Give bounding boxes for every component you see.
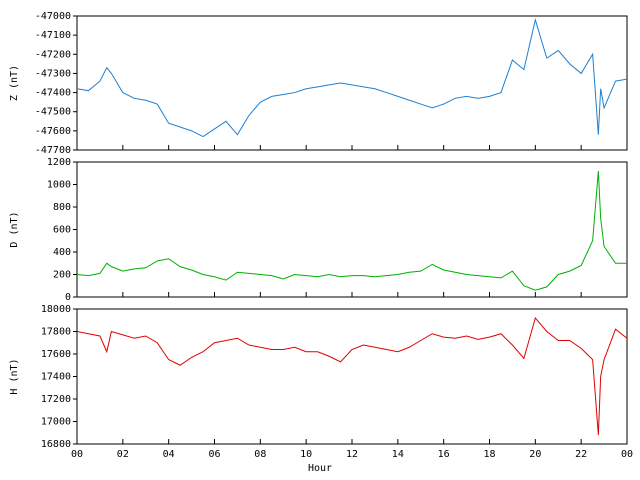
x-tick-label: 00 — [621, 449, 633, 460]
y-tick-label: 17800 — [41, 327, 71, 338]
x-tick-label: 20 — [529, 449, 541, 460]
x-tick-label: 16 — [438, 449, 450, 460]
x-tick-label: 18 — [483, 449, 495, 460]
y-tick-label: -47500 — [35, 107, 71, 118]
data-line — [76, 170, 627, 291]
x-tick-label: 00 — [71, 449, 83, 460]
y-tick-label: 600 — [53, 225, 71, 236]
y-tick-label: 200 — [53, 270, 71, 281]
x-tick-label: 12 — [346, 449, 358, 460]
y-tick-label: 16800 — [41, 439, 71, 450]
x-tick-label: 06 — [208, 449, 220, 460]
y-tick-label: 400 — [53, 247, 71, 258]
x-tick-label: 02 — [117, 449, 129, 460]
y-axis-label: D (nT) — [9, 211, 20, 247]
y-tick-label: 17400 — [41, 372, 71, 383]
x-tick-label: 22 — [575, 449, 587, 460]
y-tick-label: -47200 — [35, 49, 71, 60]
x-tick-label: 14 — [392, 449, 404, 460]
y-tick-label: -47700 — [35, 145, 71, 156]
y-tick-label: 0 — [65, 292, 71, 303]
data-line — [76, 316, 628, 436]
y-axis-label: Z (nT) — [9, 65, 20, 101]
y-axis-label: H (nT) — [9, 358, 20, 394]
y-tick-label: 17200 — [41, 394, 71, 405]
y-tick-label: 18000 — [41, 304, 71, 315]
y-tick-label: 1000 — [47, 180, 71, 191]
x-tick-label: 04 — [163, 449, 175, 460]
data-line — [76, 17, 628, 138]
panel-frame — [76, 15, 628, 151]
x-axis-label: Hour — [308, 463, 332, 474]
y-tick-label: -47600 — [35, 126, 71, 137]
y-tick-label: -47100 — [35, 30, 71, 41]
y-tick-label: 17000 — [41, 417, 71, 428]
panel-frame — [76, 161, 628, 298]
y-tick-label: 17600 — [41, 349, 71, 360]
y-tick-label: 800 — [53, 202, 71, 213]
x-tick-label: 08 — [254, 449, 266, 460]
y-tick-label: -47400 — [35, 88, 71, 99]
y-tick-label: -47300 — [35, 68, 71, 79]
y-tick-label: 1200 — [47, 157, 71, 168]
y-tick-label: -47000 — [35, 11, 71, 22]
x-tick-label: 10 — [300, 449, 312, 460]
